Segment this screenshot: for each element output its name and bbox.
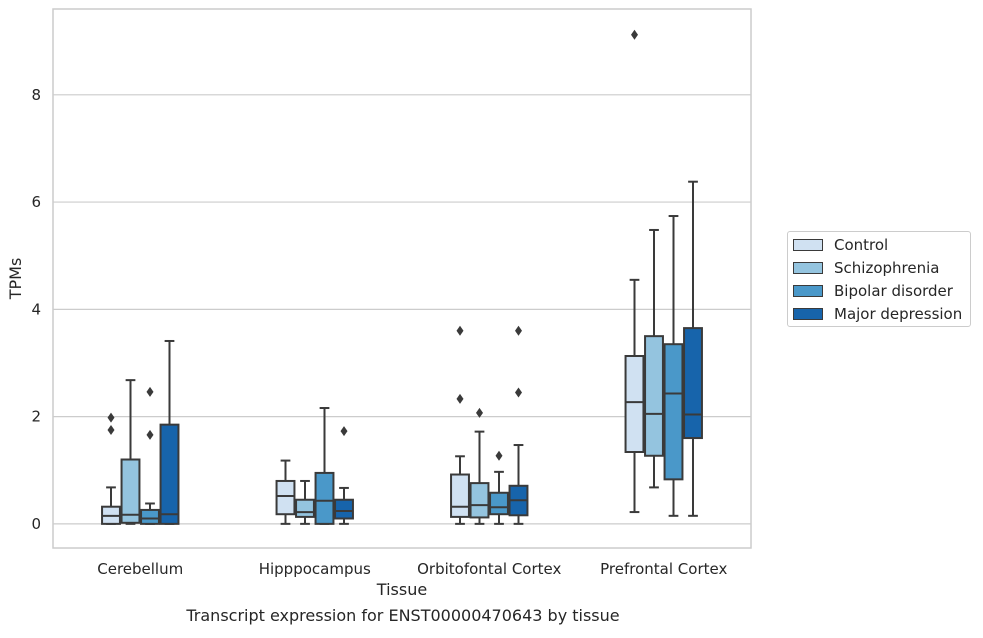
outlier-major-depression (340, 426, 348, 437)
x-tick-label: Orbitofontal Cortex (417, 560, 561, 578)
x-tick-label: Hipppocampus (259, 560, 371, 578)
legend-item-major-depression: Major depression (793, 304, 962, 324)
box-control (624, 354, 645, 453)
y-axis-label: TPMs (6, 258, 25, 301)
outlier-major-depression (515, 325, 522, 336)
legend-label-major-depression: Major depression (834, 305, 963, 323)
outlier-control (631, 29, 638, 40)
y-tick-label: 2 (31, 408, 41, 426)
legend-swatch-bipolar-disorder (793, 285, 823, 297)
box-schizophrenia (644, 335, 664, 457)
box-bipolar-disorder (140, 508, 160, 525)
box-schizophrenia (295, 498, 315, 518)
chart-caption: Transcript expression for ENST0000047064… (186, 606, 620, 625)
x-axis-label: Tissue (376, 580, 427, 599)
legend: Control Schizophrenia Bipolar disorder M… (787, 231, 971, 327)
box-schizophrenia (469, 482, 490, 519)
legend-label-control: Control (834, 236, 889, 254)
box-major-depression (334, 498, 354, 520)
legend-item-schizophrenia: Schizophrenia (793, 258, 939, 278)
legend-swatch-major-depression (793, 308, 823, 320)
x-tick-label: Cerebellum (97, 560, 183, 578)
legend-swatch-control (793, 239, 823, 251)
y-tick-label: 0 (31, 515, 41, 533)
legend-item-bipolar-disorder: Bipolar disorder (793, 281, 953, 301)
box-bipolar-disorder (314, 471, 335, 525)
outlier-bipolar-disorder (495, 450, 503, 461)
outlier-control (456, 325, 464, 336)
box-bipolar-disorder (489, 491, 509, 516)
y-tick-label: 6 (31, 193, 41, 211)
box-control (275, 479, 296, 516)
outlier-control (107, 412, 115, 423)
outlier-control (456, 393, 464, 404)
outlier-bipolar-disorder (146, 386, 154, 397)
box-bipolar-disorder (663, 343, 684, 481)
plot-background (53, 9, 751, 548)
legend-item-control: Control (793, 235, 888, 255)
box-major-depression (159, 423, 180, 525)
box-major-depression (683, 327, 703, 440)
outlier-schizophrenia (476, 407, 483, 418)
y-tick-label: 8 (31, 86, 41, 104)
legend-swatch-schizophrenia (793, 262, 823, 274)
outlier-control (107, 425, 115, 436)
box-control (450, 473, 470, 518)
plot-frame (52, 8, 752, 549)
legend-label-bipolar-disorder: Bipolar disorder (834, 282, 953, 300)
y-tick-label: 4 (31, 300, 41, 318)
x-tick-label: Prefrontal Cortex (600, 560, 727, 578)
outlier-bipolar-disorder (146, 429, 154, 440)
box-schizophrenia (120, 458, 141, 524)
outlier-major-depression (515, 387, 522, 398)
legend-label-schizophrenia: Schizophrenia (834, 259, 940, 277)
